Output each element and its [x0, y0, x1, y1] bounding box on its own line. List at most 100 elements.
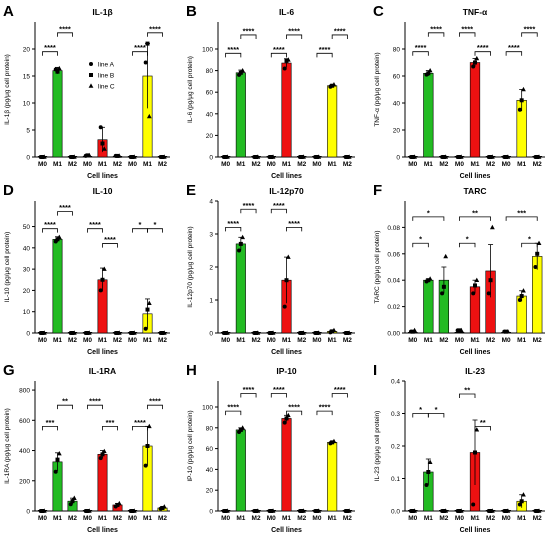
data-point: [41, 154, 47, 159]
significance-label: ****: [59, 203, 71, 212]
data-point: [56, 450, 62, 456]
y-tick-label: 80: [206, 68, 214, 75]
data-point: [98, 125, 103, 130]
significance-bracket: [102, 243, 118, 248]
data-point: [410, 509, 415, 513]
data-point: [471, 502, 476, 507]
significance-bracket: [286, 227, 303, 232]
x-tick-label: M2: [486, 161, 495, 168]
data-point: [160, 155, 165, 159]
bar: [52, 239, 63, 334]
x-tick-label: M2: [439, 515, 448, 522]
panel-h: H IP-10 0 20 40 60 80 100 IP-10 (pg/μg cell prot…: [186, 362, 355, 534]
significance-bracket: [270, 208, 287, 214]
significance-label: ****: [89, 220, 101, 229]
data-point: [285, 254, 291, 259]
significance-bracket: [412, 413, 429, 418]
x-tick-label: M1: [328, 337, 337, 344]
significance-bracket: [42, 51, 58, 56]
x-axis-label: Cell lines: [460, 173, 491, 180]
panel-letter: B: [186, 3, 197, 20]
x-axis-label: Cell lines: [271, 173, 302, 180]
y-tick-label: 0: [209, 509, 213, 516]
significance-bracket: [521, 242, 538, 248]
data-point: [98, 456, 103, 461]
data-point: [270, 330, 276, 335]
y-axis-label: IL-1RA (pg/μg cell protein): [4, 408, 11, 484]
y-tick-label: 100: [202, 405, 213, 412]
data-point: [505, 329, 511, 334]
data-point: [346, 330, 352, 335]
significance-bracket: [474, 51, 491, 56]
x-tick-label: M2: [439, 337, 448, 344]
data-point: [345, 155, 350, 159]
data-point: [345, 509, 350, 513]
data-point: [269, 155, 274, 159]
data-point: [161, 504, 167, 509]
x-tick-label: M1: [470, 515, 479, 522]
data-point: [410, 155, 415, 159]
x-tick-label: M1: [517, 515, 526, 522]
data-point: [145, 307, 150, 312]
data-point: [41, 330, 47, 335]
significance-label: ****: [227, 45, 239, 54]
significance-label: ****: [508, 43, 520, 52]
y-axis-label: IL-12p70 (pg/μg cell protein): [187, 226, 194, 307]
data-point: [301, 508, 306, 513]
data-point: [254, 155, 259, 159]
panel-g: G IL-1RA 0 200 400 600 800 IL-1RA (pg/μg cell p…: [3, 362, 170, 534]
panel-title: TARC: [464, 186, 487, 196]
data-point: [489, 224, 495, 230]
x-axis-label: Cell lines: [87, 173, 118, 180]
data-point: [443, 154, 449, 159]
x-tick-label: M2: [113, 337, 122, 344]
data-point: [285, 412, 291, 418]
data-point: [458, 508, 464, 513]
data-point: [424, 483, 429, 487]
bar: [281, 418, 292, 512]
legend-marker: [89, 62, 93, 66]
x-axis-label: Cell lines: [271, 527, 302, 534]
y-axis-label: TARC (pg/μg cell protein): [374, 231, 381, 304]
x-tick-label: M2: [343, 161, 352, 168]
y-tick-label: 10: [23, 309, 31, 316]
data-point: [101, 448, 107, 454]
data-point: [521, 492, 526, 497]
data-point: [70, 499, 75, 504]
x-tick-label: M2: [439, 161, 448, 168]
x-axis-label: Cell lines: [87, 527, 118, 534]
significance-label: ****: [59, 24, 71, 33]
bar-m0: [454, 332, 465, 333]
x-tick-label: M0: [502, 515, 511, 522]
significance-bracket: [286, 410, 303, 416]
bar: [327, 85, 338, 158]
significance-bracket: [316, 410, 333, 416]
significance-bracket: [412, 216, 445, 221]
panel-letter: D: [3, 182, 14, 199]
significance-bracket: [57, 32, 73, 37]
significance-bracket: [240, 208, 257, 214]
data-point: [115, 331, 120, 335]
data-point: [301, 330, 306, 335]
data-point: [536, 154, 542, 159]
panel-title: IL-1RA: [89, 366, 116, 376]
significance-label: ****: [288, 219, 300, 228]
x-tick-label: M0: [128, 337, 137, 344]
x-tick-label: M2: [533, 161, 542, 168]
data-point: [536, 240, 542, 246]
data-point: [443, 253, 449, 259]
data-point: [223, 509, 228, 513]
x-axis-label: Cell lines: [460, 349, 491, 356]
x-tick-label: M0: [38, 515, 47, 522]
significance-bracket: [412, 242, 429, 248]
data-point: [146, 300, 152, 305]
significance-label: ****: [149, 397, 161, 406]
legend: line A line B line C: [88, 62, 115, 91]
x-tick-label: M0: [83, 337, 92, 344]
data-point: [533, 265, 538, 269]
y-tick-label: 20: [206, 133, 214, 140]
data-point: [505, 154, 511, 159]
significance-bracket: [240, 34, 257, 39]
data-point: [255, 154, 261, 159]
x-tick-label: M0: [455, 337, 464, 344]
